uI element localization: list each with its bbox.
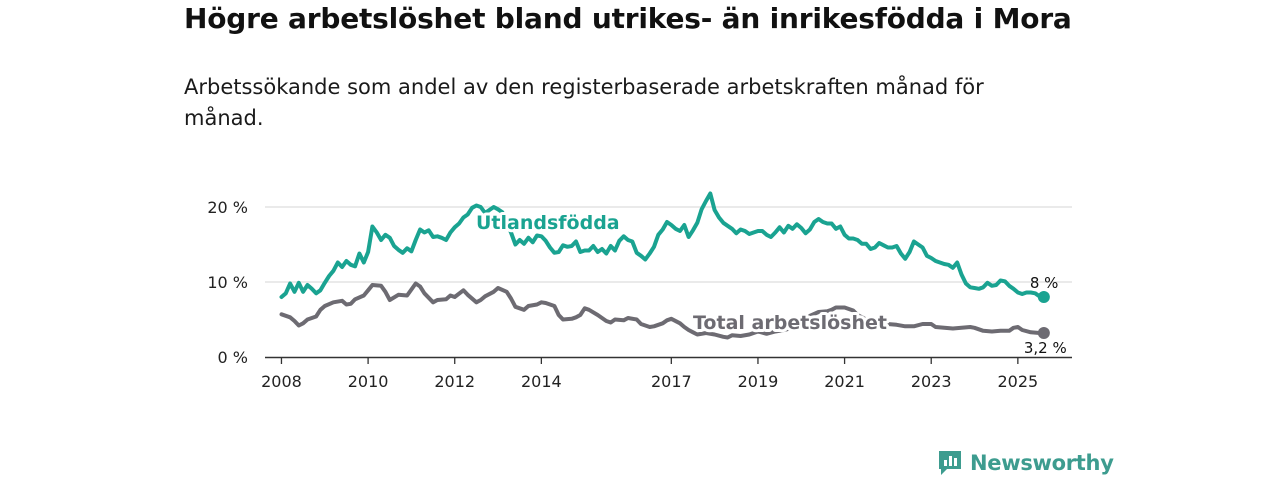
x-tick-label: 2021 [824,372,865,391]
x-tick-label: 2019 [738,372,779,391]
x-tick-label: 2025 [997,372,1038,391]
series-lines [279,191,1050,340]
newsworthy-logo-icon [939,451,961,475]
grid-lines [265,206,1072,283]
series-label-foreign-born: Utlandsfödda [476,212,620,234]
y-axis: 0 % 10 % 20 % [207,198,248,367]
y-tick-label: 0 % [218,348,248,367]
y-tick-label: 10 % [207,273,248,292]
x-tick-label: 2017 [651,372,692,391]
x-tick-label: 2008 [261,372,302,391]
series-label-foreign-born-halo: Utlandsfödda [476,212,620,234]
brand-name: Newsworthy [970,451,1114,475]
series-label-total: Total arbetslöshet [693,312,887,334]
x-tick-label: 2012 [434,372,475,391]
end-label-total: 3,2 % [1024,339,1067,357]
x-tick-label: 2010 [348,372,389,391]
x-tick-label: 2014 [521,372,562,391]
end-point-foreign-born [1037,291,1050,303]
newsworthy-logo[interactable]: Newsworthy [937,448,1114,478]
series-line-foreign-born [279,191,1046,299]
chart-title: Högre arbetslöshet bland utrikes- än inr… [184,2,1072,35]
series-label-total-halo: Total arbetslöshet [693,312,887,334]
y-tick-label: 20 % [207,198,248,217]
x-tick-label: 2023 [911,372,952,391]
chart-subtitle: Arbetssökande som andel av den registerb… [184,75,984,130]
end-label-foreign-born: 8 % [1030,274,1059,292]
end-point-total [1037,327,1050,339]
x-axis: 2008 2010 2012 2014 2017 2019 2021 2023 2025 [261,356,1072,391]
series-line-total [279,281,1046,340]
